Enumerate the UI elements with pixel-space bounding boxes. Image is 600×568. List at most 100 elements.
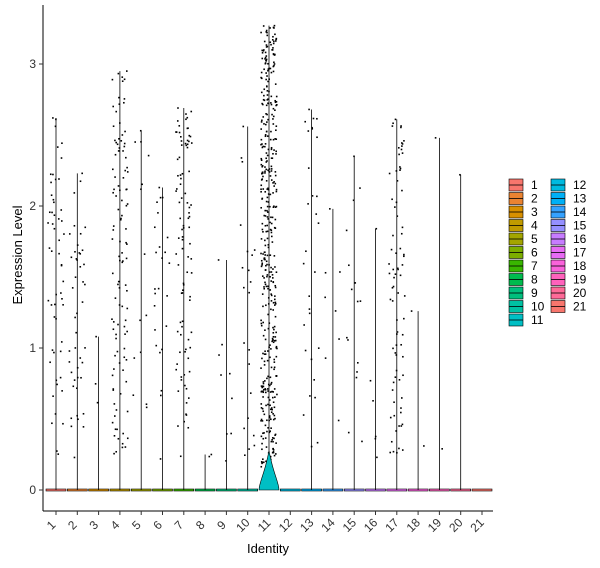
legend-label: 17 xyxy=(573,246,587,260)
data-point xyxy=(263,413,266,416)
data-point xyxy=(265,200,268,203)
data-point xyxy=(260,121,263,123)
data-point xyxy=(274,433,277,436)
data-point xyxy=(388,263,390,265)
data-point xyxy=(273,24,276,27)
data-point xyxy=(180,177,182,180)
data-point xyxy=(243,286,245,289)
data-point xyxy=(262,253,264,255)
data-point xyxy=(125,359,128,361)
data-point xyxy=(302,262,305,265)
data-point xyxy=(158,246,161,248)
data-point xyxy=(74,276,77,278)
data-point xyxy=(159,351,161,354)
data-point xyxy=(111,318,113,321)
data-point xyxy=(264,388,267,390)
data-point xyxy=(139,319,141,322)
data-point xyxy=(269,376,272,379)
data-point xyxy=(270,266,272,269)
legend-label: 10 xyxy=(531,300,545,314)
data-point xyxy=(260,206,262,209)
x-tick-label: 16 xyxy=(361,515,381,535)
data-point xyxy=(270,95,273,98)
data-point xyxy=(260,159,263,162)
data-point xyxy=(270,440,273,443)
data-point xyxy=(176,158,179,161)
data-point xyxy=(122,369,124,372)
data-point xyxy=(400,148,403,151)
data-point xyxy=(263,287,265,290)
data-point xyxy=(269,356,271,359)
data-point xyxy=(271,241,274,243)
data-point xyxy=(94,383,97,385)
data-point xyxy=(346,336,348,339)
data-point xyxy=(274,227,277,229)
data-point xyxy=(400,125,402,127)
x-tick-label: 8 xyxy=(193,518,208,533)
data-point xyxy=(74,347,77,349)
data-point xyxy=(52,395,54,397)
data-point xyxy=(262,188,265,190)
data-point xyxy=(262,410,265,413)
data-point xyxy=(62,422,64,425)
data-point xyxy=(308,108,310,111)
data-point xyxy=(356,371,358,373)
data-point xyxy=(243,427,245,430)
x-tick-label: 21 xyxy=(467,515,487,535)
data-point xyxy=(95,335,97,338)
data-point xyxy=(275,150,278,153)
data-point xyxy=(272,107,275,110)
data-point xyxy=(401,226,404,229)
data-point xyxy=(273,406,276,409)
data-point xyxy=(155,344,158,347)
data-point xyxy=(274,286,277,289)
data-point xyxy=(267,188,270,191)
data-point xyxy=(187,127,189,129)
data-point xyxy=(403,295,406,297)
data-point xyxy=(398,379,401,381)
data-point xyxy=(113,452,115,455)
data-point xyxy=(263,388,265,391)
data-point xyxy=(261,262,264,265)
data-point xyxy=(58,252,60,255)
data-point xyxy=(272,268,274,270)
x-tick-label: 1 xyxy=(44,518,59,533)
data-point xyxy=(115,110,118,113)
data-point xyxy=(157,212,159,214)
data-point xyxy=(270,271,273,273)
data-point xyxy=(267,390,269,392)
data-point xyxy=(177,390,180,392)
data-point xyxy=(276,103,278,106)
data-point xyxy=(271,274,274,276)
data-point xyxy=(117,280,120,283)
data-point xyxy=(262,437,265,440)
data-point xyxy=(262,116,265,118)
data-point xyxy=(248,448,250,450)
data-point xyxy=(126,437,129,440)
data-point xyxy=(261,172,264,174)
data-point xyxy=(261,461,264,464)
data-point xyxy=(274,182,277,185)
data-point xyxy=(267,375,269,378)
data-point xyxy=(270,165,273,168)
data-point xyxy=(84,226,87,229)
data-point xyxy=(270,146,273,149)
data-point xyxy=(112,229,115,231)
data-point xyxy=(338,338,340,340)
data-point xyxy=(189,295,191,298)
data-point xyxy=(260,322,263,325)
data-point xyxy=(434,137,437,139)
data-point xyxy=(266,274,269,276)
data-point xyxy=(265,78,267,81)
data-point xyxy=(249,281,252,283)
data-point xyxy=(266,359,269,362)
data-point xyxy=(125,70,128,72)
data-point xyxy=(52,173,54,176)
data-point xyxy=(275,331,277,334)
data-point xyxy=(186,139,189,142)
data-point xyxy=(261,49,264,52)
data-point xyxy=(120,140,123,142)
data-point xyxy=(272,182,274,184)
data-point xyxy=(271,216,274,219)
data-point xyxy=(49,361,51,364)
